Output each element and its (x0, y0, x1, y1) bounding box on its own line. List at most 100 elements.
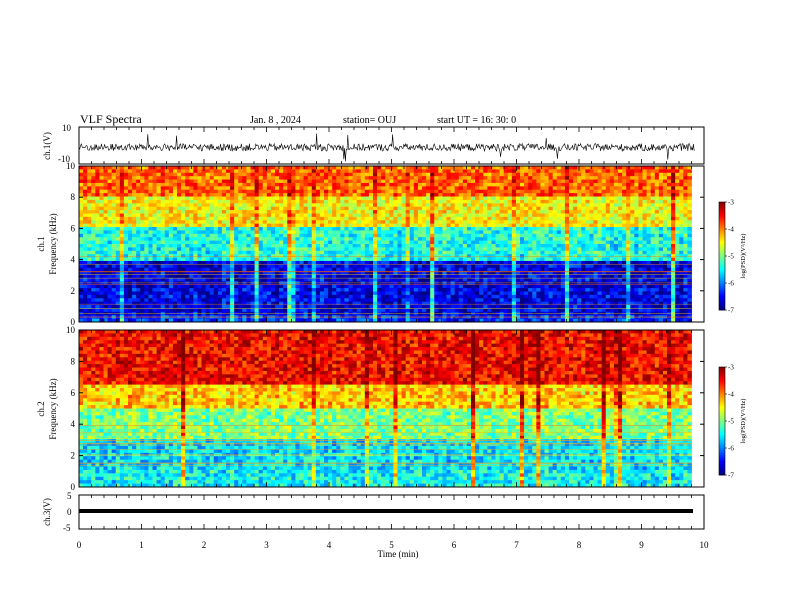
spectrogram-cell (556, 250, 562, 255)
spectrogram-cell (450, 206, 456, 211)
spectrogram-cell (140, 193, 145, 197)
spectrogram-cell (475, 247, 480, 252)
spectrogram-cell (564, 169, 570, 174)
spectrogram-cell (630, 172, 635, 177)
spectrogram-cell (181, 260, 186, 265)
ch1-spectrogram-image (79, 166, 692, 323)
spectrogram-cell (181, 237, 186, 242)
spectrogram-cell (119, 203, 125, 208)
spectrogram-cell (250, 267, 255, 272)
spectrogram-cell (601, 193, 607, 197)
spectrogram-cell (332, 237, 337, 242)
spectrogram-cell (650, 264, 656, 269)
spectrogram-cell (577, 264, 582, 269)
spectrogram-cell (417, 233, 423, 238)
spectrogram-cell (389, 220, 394, 225)
spectrogram-cell (319, 271, 325, 275)
spectrogram-cell (552, 227, 558, 231)
spectrogram-cell (364, 172, 370, 177)
spectrogram-cell (475, 257, 480, 262)
spectrogram-cell (409, 176, 415, 180)
spectrogram-cell (646, 196, 652, 201)
spectrogram-cell (564, 182, 570, 187)
spectrogram-cell (548, 179, 554, 184)
spectrogram-cell (434, 230, 439, 235)
spectrogram-cell (332, 267, 337, 272)
spectrogram-cell (585, 213, 590, 218)
spectrogram-cell (471, 240, 476, 245)
spectrogram-cell (426, 206, 431, 211)
spectrogram-cell (634, 193, 639, 197)
spectrogram-cell (352, 182, 358, 187)
spectrogram-cell (95, 179, 100, 184)
spectrogram-cell (217, 176, 223, 180)
spectrogram-cell (303, 247, 309, 252)
spectrogram-cell (307, 240, 313, 245)
spectrogram-cell (589, 233, 594, 238)
spectrogram-cell (458, 182, 464, 187)
spectrogram-cell (79, 220, 84, 225)
spectrogram-cell (217, 233, 223, 238)
spectrogram-cell (266, 193, 272, 197)
spectrogram-cell (495, 206, 500, 211)
spectrogram-cell (605, 250, 611, 255)
spectrogram-cell (144, 230, 149, 235)
spectrogram-cell (458, 169, 464, 174)
spectrogram-cell (560, 227, 566, 231)
spectrogram-cell (442, 199, 447, 204)
spectrogram-cell (119, 182, 125, 187)
spectrogram-cell (687, 267, 692, 272)
spectrogram-cell (328, 230, 333, 235)
spectrogram-cell (430, 220, 435, 225)
spectrogram-cell (324, 260, 329, 265)
spectrogram-cell (164, 277, 170, 282)
spectrogram-cell (258, 169, 264, 174)
spectrogram-cell (270, 244, 276, 248)
spectrogram-cell (426, 216, 431, 221)
spectrogram-cell (246, 193, 251, 197)
spectrogram-cell (319, 237, 325, 242)
spectrogram-cell (438, 206, 443, 211)
spectrogram-cell (609, 267, 615, 272)
spectrogram-cell (630, 199, 635, 204)
spectrogram-cell (230, 254, 235, 258)
spectrogram-cell (299, 166, 304, 170)
spectrogram-cell (642, 267, 647, 272)
spectrogram-cell (307, 244, 313, 248)
spectrogram-cell (356, 186, 362, 191)
spectrogram-cell (324, 250, 329, 255)
spectrogram-cell (671, 271, 676, 275)
spectrogram-cell (552, 244, 558, 248)
spectrogram-cell (152, 260, 157, 265)
spectrogram-cell (319, 176, 325, 180)
spectrogram-cell (446, 260, 451, 265)
spectrogram-cell (136, 203, 141, 208)
spectrogram-cell (630, 220, 635, 225)
spectrogram-cell (679, 227, 684, 231)
spectrogram-cell (556, 206, 562, 211)
spectrogram-cell (238, 254, 243, 258)
spectrogram-cell (156, 176, 162, 180)
spectrogram-cell (679, 189, 684, 194)
spectrogram-cell (307, 203, 313, 208)
spectrogram-cell (536, 264, 541, 269)
spectrogram-cell (548, 237, 554, 242)
spectrogram-cell (283, 233, 288, 238)
spectrogram-cell (430, 237, 435, 242)
spectrogram-cell (524, 233, 529, 238)
spectrogram-cell (385, 179, 390, 184)
spectrogram-cell (683, 233, 688, 238)
spectrogram-cell (348, 186, 353, 191)
spectrogram-cell (479, 179, 484, 184)
spectrogram-cell (520, 250, 525, 255)
spectrogram-cell (511, 186, 517, 191)
spectrogram-cell (662, 271, 668, 275)
spectrogram-cell (319, 179, 325, 184)
spectrogram-cell (524, 176, 529, 180)
spectrogram-cell (332, 233, 337, 238)
spectrogram-cell (332, 260, 337, 265)
spectrogram-cell (168, 230, 174, 235)
spectrogram-cell (197, 274, 202, 279)
spectrogram-cell (128, 186, 133, 191)
spectrogram-cell (458, 193, 464, 197)
